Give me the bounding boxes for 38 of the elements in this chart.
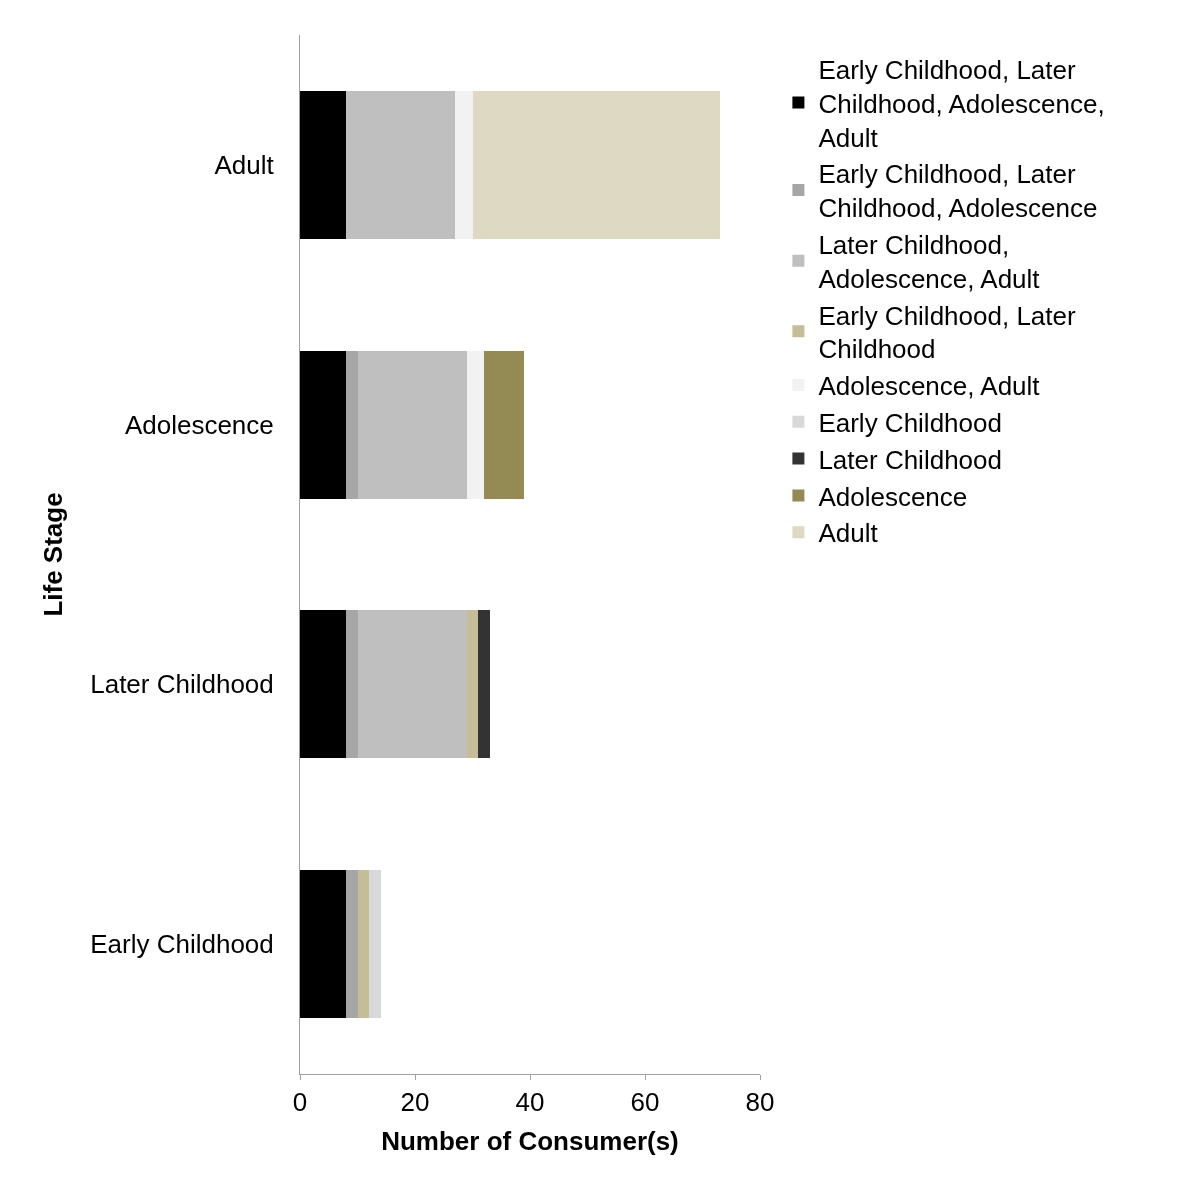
- legend-label: Adolescence: [818, 481, 968, 512]
- bar: [300, 610, 346, 759]
- bar: [346, 610, 358, 759]
- bar: [466, 610, 479, 759]
- legend-label: Adult: [818, 518, 879, 549]
- legend-label: Early Childhood, Later Childhood, Adolescence: [818, 159, 1098, 224]
- bar: [357, 610, 467, 759]
- bar: [346, 870, 358, 1019]
- x-tick-label: 0: [292, 1087, 308, 1118]
- legend-label: Adolescence, Adult: [818, 371, 1041, 402]
- bar: [455, 90, 473, 239]
- legend-label: Later Childhood, Adolescence, Adult: [818, 229, 1041, 294]
- x-axis-title: Number of Consumer(s): [381, 1125, 679, 1156]
- x-tick-label: 40: [515, 1087, 545, 1118]
- bar: [300, 90, 346, 239]
- bar: [472, 90, 720, 239]
- x-tick-label: 20: [400, 1087, 430, 1118]
- x-tick-label: 60: [630, 1087, 660, 1118]
- legend-label: Later Childhood: [818, 444, 1002, 475]
- bar: [357, 870, 369, 1019]
- bar: [346, 350, 358, 499]
- legend-label: Early Childhood, Later Childhood: [818, 300, 1076, 365]
- legend-label: Early Childhood: [818, 407, 1002, 438]
- legend-label: Early Childhood, Later Childhood, Adolescence, Adult: [818, 54, 1105, 153]
- y-axis-title: Life Stage: [37, 492, 68, 617]
- y-tick-label: Later Childhood: [90, 669, 274, 700]
- bar: [300, 870, 346, 1019]
- bar: [357, 350, 467, 499]
- bar: [478, 610, 490, 759]
- x-tick-label: 80: [745, 1087, 775, 1118]
- y-tick-label: Adolescence: [124, 409, 274, 440]
- y-tick-label: Adult: [214, 149, 275, 180]
- bar: [369, 870, 381, 1019]
- bar: [346, 90, 456, 239]
- bar: [484, 350, 525, 499]
- bar: [300, 350, 346, 499]
- y-tick-label: Early Childhood: [90, 929, 274, 960]
- bar: [466, 350, 484, 499]
